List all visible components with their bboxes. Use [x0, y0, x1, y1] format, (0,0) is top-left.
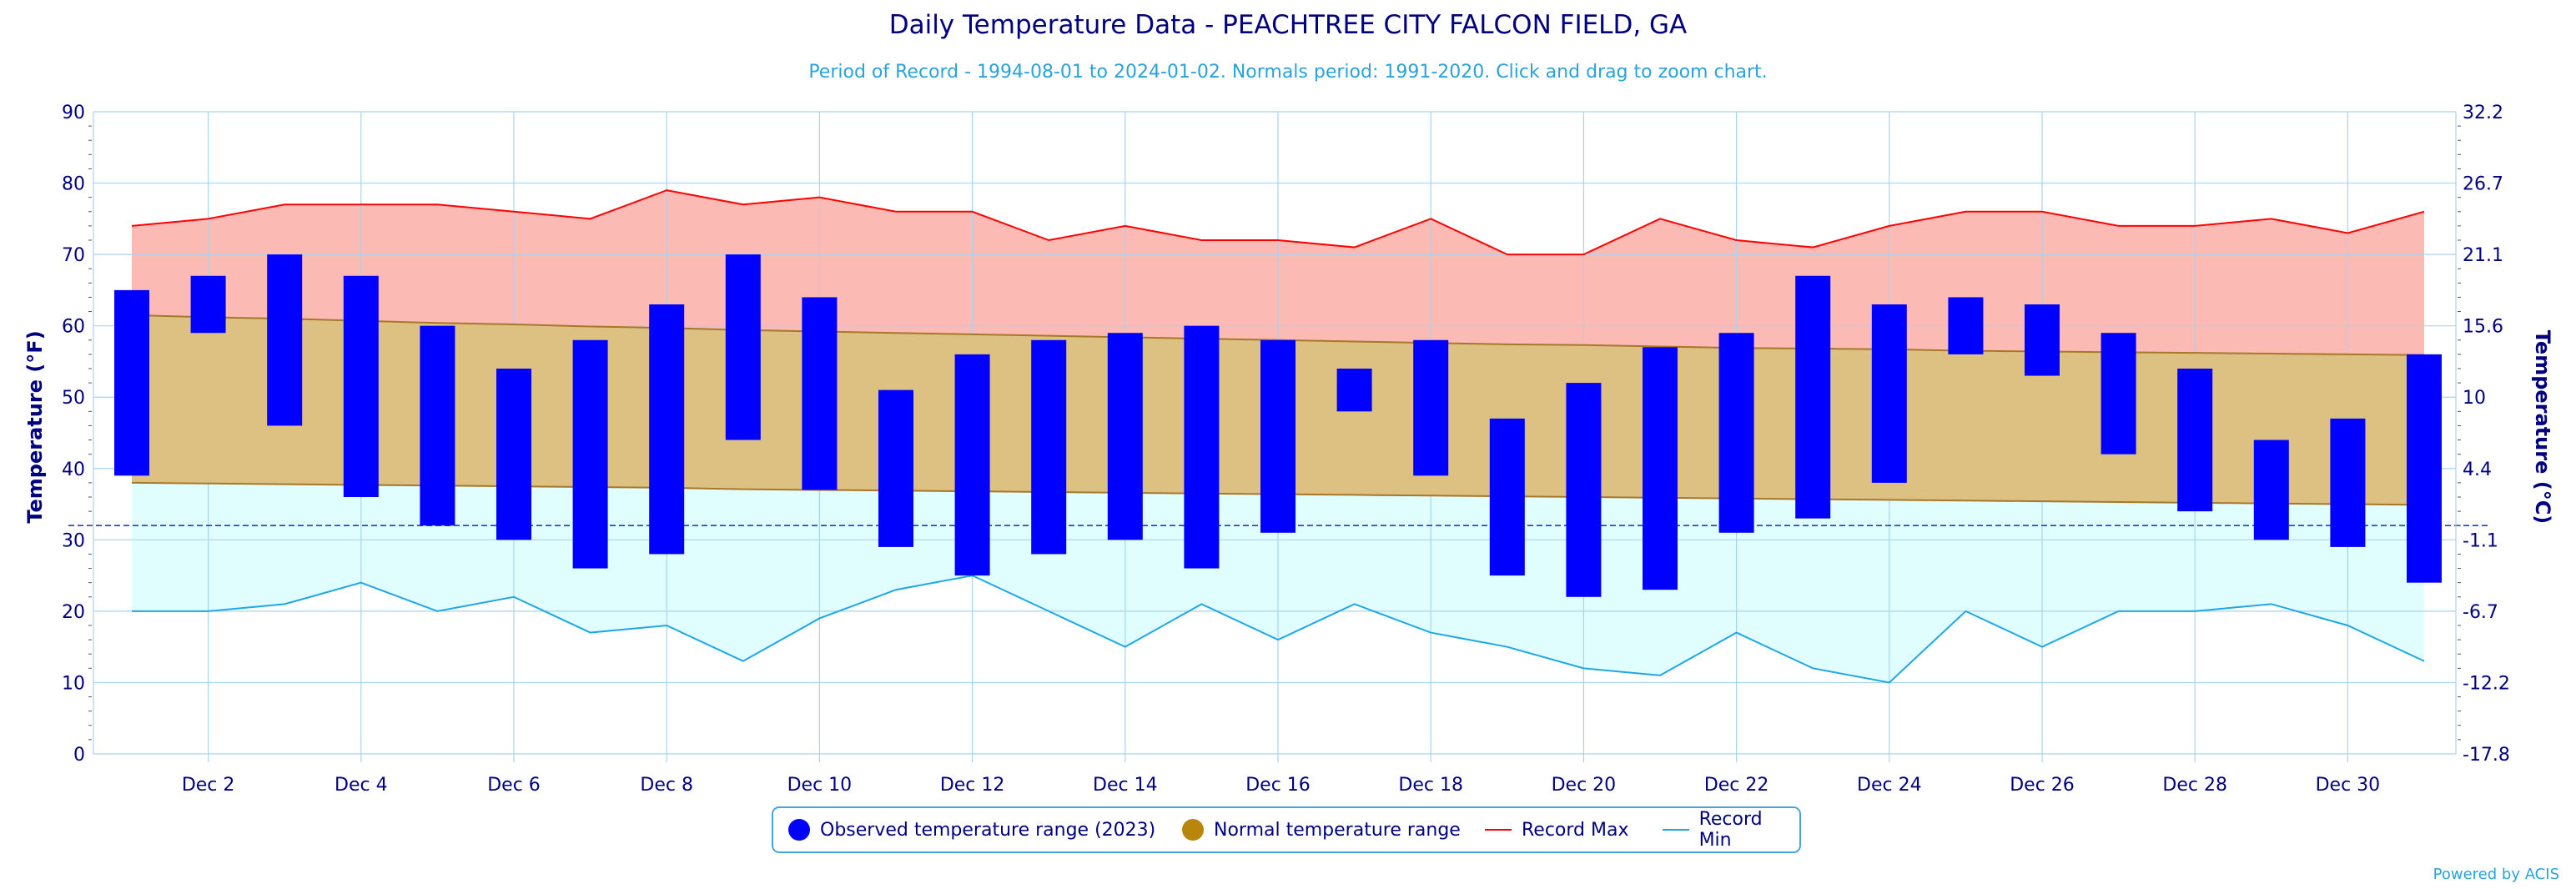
legend-symbol-record-max: [1485, 829, 1512, 831]
observed-range-bar[interactable]: [2330, 418, 2366, 547]
observed-range-bar[interactable]: [1107, 333, 1143, 540]
y-tick-label-right: 32.2: [2463, 103, 2503, 123]
powered-by-link[interactable]: Powered by ACIS: [2433, 866, 2559, 883]
x-tick-label: Dec 18: [1398, 775, 1463, 796]
observed-range-bar[interactable]: [725, 254, 761, 440]
y-tick-label-right: 26.7: [2463, 174, 2503, 195]
y-tick-label-left: 40: [62, 460, 85, 480]
y-tick-label-right: 15.6: [2463, 317, 2503, 338]
x-tick-label: Dec 16: [1245, 775, 1311, 796]
observed-range-bar[interactable]: [1643, 347, 1678, 590]
x-tick-label: Dec 24: [1857, 775, 1922, 796]
legend-symbol-observed: [788, 819, 810, 841]
x-tick-label: Dec 6: [487, 775, 541, 796]
chart-subtitle: Period of Record - 1994-08-01 to 2024-01…: [808, 62, 1768, 83]
observed-range-bar[interactable]: [1031, 339, 1067, 555]
observed-range-bar[interactable]: [190, 275, 226, 334]
observed-range-bar[interactable]: [496, 369, 531, 540]
x-tick-label: Dec 20: [1552, 775, 1617, 796]
legend-item-observed[interactable]: Observed temperature range (2023): [788, 808, 1155, 851]
y-tick-label-right: -6.7: [2463, 602, 2498, 623]
observed-range-bar[interactable]: [1184, 325, 1220, 569]
y-tick-label-right: -1.1: [2463, 530, 2498, 551]
y-tick-label-left: 50: [62, 388, 85, 409]
observed-range-bar[interactable]: [572, 339, 608, 569]
y-tick-label-left: 20: [62, 602, 85, 623]
observed-range-bar[interactable]: [1871, 304, 1907, 483]
observed-range-bar[interactable]: [1413, 339, 1449, 476]
legend-symbol-record-min: [1663, 829, 1689, 831]
observed-range-bar[interactable]: [343, 275, 379, 497]
chart-legend: Observed temperature range (2023) Normal…: [772, 806, 1801, 853]
record-min-line[interactable]: [132, 575, 2425, 684]
x-tick-label: Dec 2: [182, 775, 235, 796]
x-tick-label: Dec 10: [787, 775, 853, 796]
observed-range-bar[interactable]: [1566, 383, 1602, 597]
observed-range-bar[interactable]: [649, 304, 685, 555]
observed-range-bar[interactable]: [2101, 333, 2136, 455]
legend-symbol-normal: [1182, 819, 1204, 841]
y-tick-label-right: 21.1: [2463, 245, 2503, 266]
x-tick-label: Dec 8: [640, 775, 693, 796]
legend-label-record-min: Record Min: [1698, 809, 1763, 851]
observed-range-bar[interactable]: [1948, 297, 1984, 354]
x-tick-label: Dec 14: [1093, 775, 1158, 796]
x-tick-label: Dec 22: [1704, 775, 1769, 796]
y-tick-label-right: -17.8: [2463, 745, 2510, 766]
y-tick-label-left: 60: [62, 317, 85, 338]
observed-range-bar[interactable]: [1336, 369, 1372, 412]
x-tick-label: Dec 28: [2162, 775, 2227, 796]
observed-range-bar[interactable]: [2177, 369, 2213, 512]
observed-range-bar[interactable]: [420, 325, 455, 526]
record-max-line[interactable]: [131, 189, 2425, 256]
y-tick-label-left: 30: [62, 530, 85, 551]
observed-range-bar[interactable]: [878, 389, 913, 547]
x-tick-label: Dec 4: [335, 775, 388, 796]
legend-label-record-max: Record Max: [1522, 819, 1629, 841]
legend-item-record-max[interactable]: Record Max: [1485, 808, 1629, 851]
observed-range-bar[interactable]: [2253, 439, 2289, 540]
observed-range-bar[interactable]: [1260, 339, 1296, 533]
legend-item-normal[interactable]: Normal temperature range: [1182, 808, 1461, 851]
observed-range-bar[interactable]: [267, 254, 303, 426]
y-tick-label-left: 10: [62, 673, 85, 694]
y-tick-label-left: 0: [73, 745, 85, 766]
y-tick-label-right: 10: [2463, 388, 2486, 409]
y-axis-title-left: Temperature (°F): [23, 330, 47, 523]
observed-range-bar[interactable]: [954, 354, 990, 576]
y-tick-label-right: 4.4: [2463, 460, 2492, 480]
observed-range-bar[interactable]: [2025, 304, 2060, 376]
x-tick-label: Dec 30: [2316, 775, 2381, 796]
legend-label-normal: Normal temperature range: [1214, 819, 1461, 841]
y-tick-label-right: -12.2: [2463, 673, 2510, 694]
y-axis-title-right: Temperature (°C): [2531, 330, 2554, 525]
observed-range-bar[interactable]: [2407, 354, 2442, 583]
y-tick-label-left: 90: [62, 103, 85, 123]
observed-range-bar[interactable]: [114, 289, 149, 476]
legend-item-record-min[interactable]: Record Min: [1663, 808, 1799, 851]
observed-range-bar[interactable]: [1489, 418, 1525, 576]
observed-range-bar[interactable]: [1718, 333, 1754, 533]
y-tick-label-left: 80: [62, 174, 85, 195]
chart-title: Daily Temperature Data - PEACHTREE CITY …: [888, 10, 1688, 40]
x-tick-label: Dec 26: [2010, 775, 2075, 796]
y-tick-label-left: 70: [62, 245, 85, 266]
legend-label-observed: Observed temperature range (2023): [820, 819, 1156, 841]
observed-range-bar[interactable]: [1795, 275, 1831, 519]
x-tick-label: Dec 12: [940, 775, 1005, 796]
observed-range-bar[interactable]: [802, 297, 838, 490]
